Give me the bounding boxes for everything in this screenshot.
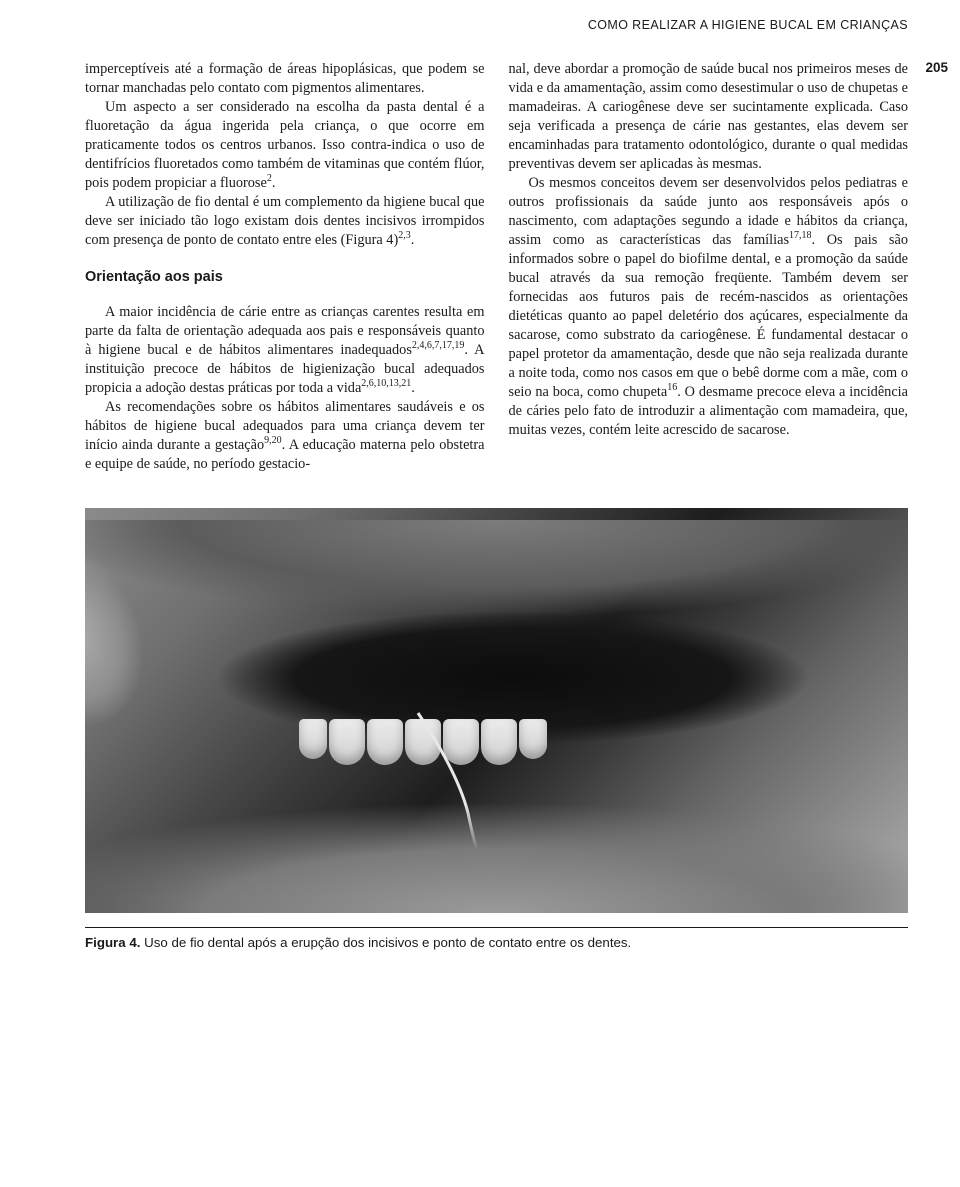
citation-sup: 2,6,10,13,21 <box>361 379 411 390</box>
body-paragraph: nal, deve abordar a promoção de saúde bu… <box>509 60 909 174</box>
body-paragraph: imperceptíveis até a formação de áreas h… <box>85 60 485 98</box>
body-paragraph: As recomendações sobre os hábitos alimen… <box>85 398 485 474</box>
two-column-body: 205 imperceptíveis até a formação de áre… <box>85 60 908 474</box>
text-run: . <box>272 175 276 191</box>
figure-caption: Figura 4. Uso de fio dental após a erupç… <box>85 934 908 953</box>
page-number: 205 <box>925 60 948 75</box>
photo-tooth <box>519 719 547 759</box>
photo-tooth <box>299 719 327 759</box>
column-left: imperceptíveis até a formação de áreas h… <box>85 60 485 474</box>
section-subhead: Orientação aos pais <box>85 268 485 287</box>
citation-sup: 16 <box>667 382 677 393</box>
photo-tooth <box>329 719 365 765</box>
text-run: . Os pais são informados sobre o papel d… <box>509 232 909 400</box>
figure-4: Figura 4. Uso de fio dental após a erupç… <box>85 508 908 953</box>
text-run: . <box>411 380 415 396</box>
photo-tooth <box>481 719 517 765</box>
citation-sup: 9,20 <box>264 436 282 447</box>
column-right: nal, deve abordar a promoção de saúde bu… <box>509 60 909 474</box>
text-run: Um aspecto a ser considerado na escolha … <box>85 99 485 191</box>
citation-sup: 2,3 <box>398 230 411 241</box>
text-run: . <box>411 232 415 248</box>
body-paragraph: A maior incidência de cárie entre as cri… <box>85 303 485 398</box>
citation-sup: 2,4,6,7,17,19 <box>412 341 465 352</box>
figure-image <box>85 508 908 913</box>
photo-region-teeth-row <box>299 719 547 765</box>
figure-label: Figura 4. <box>85 935 140 950</box>
body-paragraph: A utilização de fio dental é um compleme… <box>85 193 485 250</box>
figure-caption-text: Uso de fio dental após a erupção dos inc… <box>140 935 631 950</box>
page: COMO REALIZAR A HIGIENE BUCAL EM CRIANÇA… <box>0 0 960 983</box>
body-paragraph: Os mesmos conceitos devem ser desenvolvi… <box>509 174 909 440</box>
text-run: A utilização de fio dental é um compleme… <box>85 194 485 248</box>
citation-sup: 17,18 <box>789 230 812 241</box>
photo-region-lower-lip <box>85 784 908 914</box>
body-paragraph: Um aspecto a ser considerado na escolha … <box>85 98 485 193</box>
running-head: COMO REALIZAR A HIGIENE BUCAL EM CRIANÇA… <box>85 18 908 32</box>
photo-tooth <box>405 719 441 765</box>
photo-tooth <box>443 719 479 765</box>
photo-tooth <box>367 719 403 765</box>
figure-rule <box>85 927 908 928</box>
